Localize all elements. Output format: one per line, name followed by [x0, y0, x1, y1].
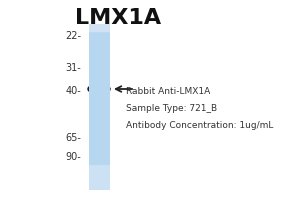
Text: 40-: 40-: [65, 86, 81, 96]
Ellipse shape: [88, 84, 110, 94]
Text: 31-: 31-: [65, 63, 81, 73]
Text: LMX1A: LMX1A: [75, 8, 161, 28]
Text: Sample Type: 721_B: Sample Type: 721_B: [126, 104, 217, 113]
Ellipse shape: [89, 85, 103, 91]
Text: 22-: 22-: [65, 31, 81, 41]
Text: 65-: 65-: [65, 133, 81, 143]
Text: Rabbit Anti-LMX1A: Rabbit Anti-LMX1A: [126, 87, 210, 96]
Text: Antibody Concentration: 1ug/mL: Antibody Concentration: 1ug/mL: [126, 121, 273, 130]
Text: 90-: 90-: [65, 152, 81, 162]
